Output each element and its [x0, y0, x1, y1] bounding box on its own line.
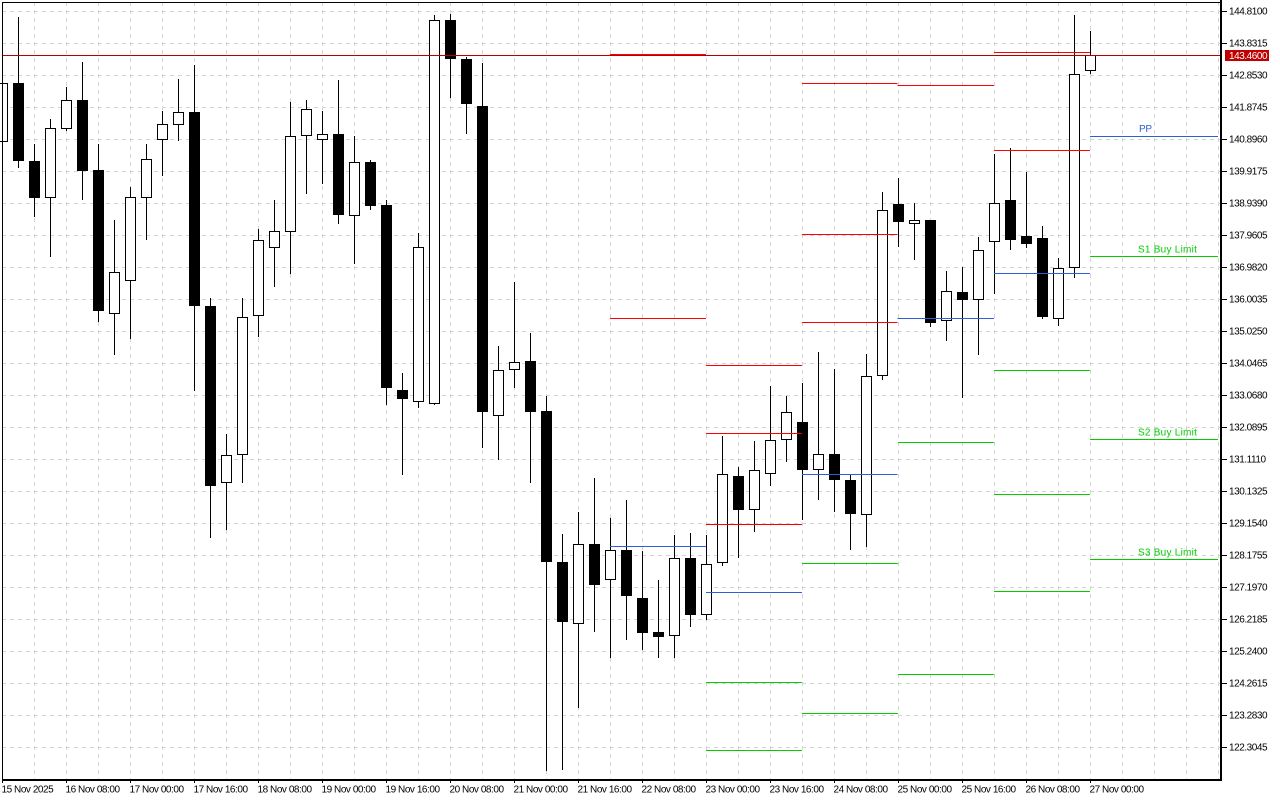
svg-text:21 Nov 16:00: 21 Nov 16:00: [578, 784, 633, 795]
svg-text:18 Nov 08:00: 18 Nov 08:00: [258, 784, 313, 795]
svg-text:25 Nov 16:00: 25 Nov 16:00: [962, 784, 1017, 795]
svg-text:125.2400: 125.2400: [1229, 647, 1268, 658]
svg-text:27 Nov 00:00: 27 Nov 00:00: [1090, 784, 1145, 795]
svg-text:124.2615: 124.2615: [1229, 679, 1268, 690]
svg-text:135.0250: 135.0250: [1229, 327, 1268, 338]
svg-text:141.8745: 141.8745: [1229, 103, 1268, 114]
svg-text:136.9820: 136.9820: [1229, 263, 1268, 274]
svg-text:PP: PP: [1139, 124, 1152, 135]
svg-text:127.1970: 127.1970: [1229, 583, 1268, 594]
svg-text:128.1755: 128.1755: [1229, 551, 1268, 562]
svg-text:22 Nov 08:00: 22 Nov 08:00: [642, 784, 697, 795]
svg-text:123.2830: 123.2830: [1229, 711, 1268, 722]
svg-text:19 Nov 16:00: 19 Nov 16:00: [386, 784, 441, 795]
svg-text:S3 Buy Limit: S3 Buy Limit: [1138, 547, 1197, 558]
svg-text:122.3045: 122.3045: [1229, 743, 1268, 754]
svg-text:139.9175: 139.9175: [1229, 167, 1268, 178]
svg-text:S1 Buy Limit: S1 Buy Limit: [1138, 245, 1197, 256]
svg-text:131.1110: 131.1110: [1229, 455, 1267, 466]
svg-text:143.8315: 143.8315: [1229, 39, 1268, 50]
svg-text:136.0035: 136.0035: [1229, 295, 1268, 306]
svg-text:132.0895: 132.0895: [1229, 423, 1268, 434]
svg-text:133.0680: 133.0680: [1229, 391, 1268, 402]
svg-text:126.2185: 126.2185: [1229, 615, 1268, 626]
svg-text:130.1325: 130.1325: [1229, 487, 1268, 498]
svg-text:15 Nov 2025: 15 Nov 2025: [2, 784, 55, 795]
svg-text:137.9605: 137.9605: [1229, 231, 1268, 242]
svg-text:144.8100: 144.8100: [1229, 7, 1268, 18]
svg-text:138.9390: 138.9390: [1229, 199, 1268, 210]
svg-text:26 Nov 08:00: 26 Nov 08:00: [1026, 784, 1081, 795]
svg-text:143.4600: 143.4600: [1229, 51, 1268, 62]
svg-text:129.1540: 129.1540: [1229, 519, 1268, 530]
svg-text:17 Nov 00:00: 17 Nov 00:00: [130, 784, 185, 795]
svg-text:17 Nov 16:00: 17 Nov 16:00: [194, 784, 249, 795]
svg-text:140.8960: 140.8960: [1229, 135, 1268, 146]
svg-text:19 Nov 00:00: 19 Nov 00:00: [322, 784, 377, 795]
svg-text:142.8530: 142.8530: [1229, 71, 1268, 82]
svg-text:21 Nov 00:00: 21 Nov 00:00: [514, 784, 569, 795]
svg-text:23 Nov 16:00: 23 Nov 16:00: [770, 784, 825, 795]
svg-text:S2 Buy Limit: S2 Buy Limit: [1138, 428, 1197, 439]
svg-text:134.0465: 134.0465: [1229, 359, 1268, 370]
svg-text:20 Nov 08:00: 20 Nov 08:00: [450, 784, 505, 795]
svg-text:25 Nov 00:00: 25 Nov 00:00: [898, 784, 953, 795]
svg-text:23 Nov 00:00: 23 Nov 00:00: [706, 784, 761, 795]
svg-text:24 Nov 08:00: 24 Nov 08:00: [834, 784, 889, 795]
svg-text:16 Nov 08:00: 16 Nov 08:00: [66, 784, 121, 795]
